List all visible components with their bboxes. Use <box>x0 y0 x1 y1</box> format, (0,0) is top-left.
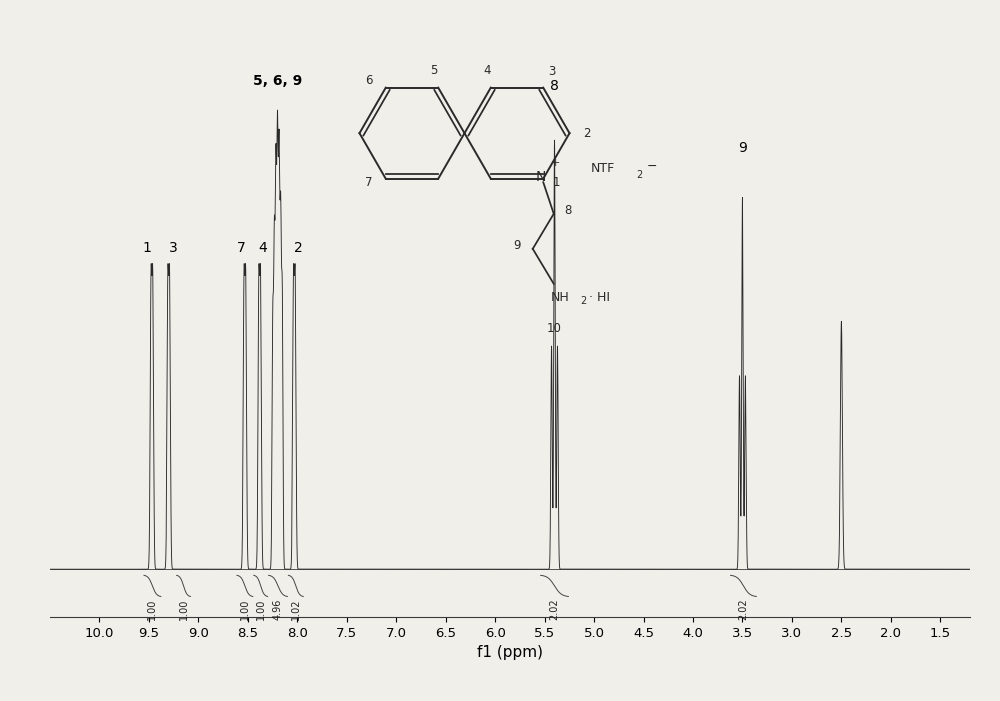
Text: NH: NH <box>550 291 569 304</box>
Text: 2: 2 <box>583 127 590 139</box>
X-axis label: f1 (ppm): f1 (ppm) <box>477 645 543 660</box>
Text: 9: 9 <box>738 140 747 154</box>
Text: 2.02: 2.02 <box>738 599 748 620</box>
Text: 4.96: 4.96 <box>273 599 283 620</box>
Text: NTF: NTF <box>590 162 615 175</box>
Text: +: + <box>551 158 560 168</box>
Text: N: N <box>535 170 546 184</box>
Text: 1.00: 1.00 <box>240 599 250 620</box>
Text: 7: 7 <box>365 176 372 189</box>
Text: 3: 3 <box>549 65 556 79</box>
Text: 1: 1 <box>553 176 560 189</box>
Text: 10: 10 <box>546 322 561 335</box>
Text: 8: 8 <box>564 204 572 217</box>
Text: −: − <box>646 160 657 173</box>
Text: 1.00: 1.00 <box>256 599 266 620</box>
Text: 3: 3 <box>169 240 178 254</box>
Text: 7: 7 <box>237 240 245 254</box>
Text: 4: 4 <box>483 64 491 77</box>
Text: · HI: · HI <box>589 291 610 304</box>
Text: 5: 5 <box>431 64 438 77</box>
Text: 6: 6 <box>365 74 372 88</box>
Text: 5, 6, 9: 5, 6, 9 <box>253 74 302 88</box>
Text: 1: 1 <box>143 240 151 254</box>
Text: 2: 2 <box>294 240 303 254</box>
Text: 1.02: 1.02 <box>291 599 301 620</box>
Text: 4: 4 <box>258 240 267 254</box>
Text: 2: 2 <box>636 170 642 180</box>
Text: 8: 8 <box>550 79 559 93</box>
Text: 1.00: 1.00 <box>179 599 189 620</box>
Text: 1.00: 1.00 <box>147 599 157 620</box>
Text: 9: 9 <box>513 239 520 252</box>
Text: 2: 2 <box>580 296 586 306</box>
Text: 2.02: 2.02 <box>550 599 560 620</box>
